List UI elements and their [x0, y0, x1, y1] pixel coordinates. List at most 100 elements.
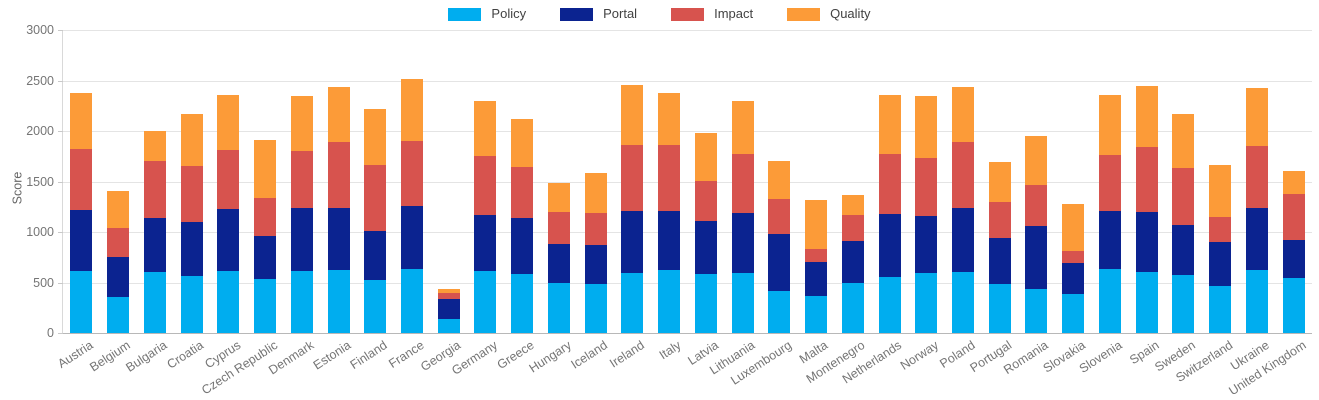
bar-iceland — [584, 172, 607, 333]
bar-segment-portal-italy — [658, 210, 681, 270]
bar-slot-ukraine: Ukraine — [1228, 30, 1276, 373]
bar-finland — [364, 109, 387, 333]
bar-slot-france: France — [386, 30, 431, 371]
legend-swatch-impact — [671, 7, 705, 21]
bar-segment-quality-lithuania — [731, 100, 754, 155]
bar-segment-impact-france — [400, 141, 423, 207]
bar-segment-impact-croatia — [180, 166, 203, 222]
bar-segment-quality-slovakia — [1062, 203, 1085, 252]
bar-segment-quality-luxembourg — [768, 160, 791, 200]
gridline-2000 — [63, 131, 1312, 132]
bar-croatia — [180, 113, 203, 333]
y-tick-mark-3000 — [58, 30, 63, 31]
bar-norway — [915, 95, 938, 333]
bar-segment-quality-estonia — [327, 86, 350, 143]
gridline-1000 — [63, 232, 1312, 233]
bar-segment-policy-latvia — [694, 273, 717, 333]
bars-row: Austria Belgium Bulgaria Croatia Cyprus Czech… — [56, 30, 1312, 398]
bar-segment-portal-finland — [364, 230, 387, 280]
bar-segment-impact-slovenia — [1098, 155, 1121, 211]
bar-segment-portal-croatia — [180, 221, 203, 277]
bar-segment-impact-latvia — [694, 180, 717, 222]
bar-segment-policy-finland — [364, 279, 387, 333]
bar-segment-quality-ukraine — [1245, 87, 1268, 147]
bar-slot-germany: Germany — [449, 30, 504, 378]
bar-segment-impact-ireland — [621, 144, 644, 211]
bar-segment-policy-greece — [511, 273, 534, 333]
bar-slot-poland: Poland — [937, 30, 982, 371]
bar-segment-quality-slovenia — [1098, 94, 1121, 156]
bar-segment-policy-bulgaria — [143, 271, 166, 333]
bar-segment-quality-czech-republic — [254, 140, 277, 198]
legend-item-quality[interactable]: Quality — [787, 6, 871, 22]
y-tick-mark-1000 — [58, 232, 63, 233]
bar-segment-policy-spain — [1135, 271, 1158, 333]
bar-segment-quality-norway — [915, 95, 938, 158]
bar-segment-policy-iceland — [584, 283, 607, 333]
bar-segment-impact-hungary — [547, 211, 570, 245]
gridline-1500 — [63, 181, 1312, 183]
bar-segment-impact-belgium — [107, 228, 130, 258]
bar-segment-impact-cyprus — [217, 150, 240, 209]
plot-area: Austria Belgium Bulgaria Croatia Cyprus Czech… — [26, 23, 1312, 398]
bar-united-kingdom — [1282, 171, 1305, 333]
bar-bulgaria — [143, 130, 166, 333]
bar-segment-policy-lithuania — [731, 273, 754, 333]
bar-slot-united-kingdom: United Kingdom — [1226, 30, 1312, 398]
bar-georgia — [437, 288, 460, 333]
legend-item-policy[interactable]: Policy — [448, 6, 526, 22]
bar-segment-portal-greece — [511, 217, 534, 274]
bar-segment-portal-latvia — [694, 221, 717, 274]
bar-segment-portal-romania — [1025, 226, 1048, 289]
bar-segment-impact-poland — [951, 142, 974, 209]
bar-segment-quality-germany — [474, 100, 497, 156]
x-axis-label-italy: Italy — [656, 338, 684, 363]
bar-segment-impact-romania — [1025, 185, 1048, 227]
bar-segment-portal-ireland — [621, 210, 644, 273]
bar-segment-quality-switzerland — [1209, 164, 1232, 218]
bar-segment-policy-sweden — [1172, 274, 1195, 333]
bar-segment-impact-iceland — [584, 212, 607, 246]
bar-segment-quality-denmark — [290, 95, 313, 152]
bar-segment-portal-slovakia — [1062, 262, 1085, 294]
chart-legend: Policy Portal Impact Quality — [0, 6, 1319, 22]
y-tick-mark-2000 — [58, 131, 63, 132]
bar-segment-policy-austria — [70, 271, 93, 333]
bar-segment-policy-montenegro — [841, 283, 864, 333]
bar-segment-portal-lithuania — [731, 213, 754, 274]
gridline-0 — [63, 333, 1312, 334]
bar-segment-portal-norway — [915, 216, 938, 274]
bar-slovenia — [1098, 94, 1121, 333]
bar-slot-bulgaria: Bulgaria — [123, 30, 173, 375]
bar-slot-ireland: Ireland — [607, 30, 651, 371]
bar-segment-portal-portugal — [988, 237, 1011, 285]
bar-italy — [658, 93, 681, 333]
bar-slot-netherlands: Netherlands — [840, 30, 908, 386]
bar-segment-impact-czech-republic — [254, 197, 277, 236]
y-tick-label-3000: 3000 — [26, 23, 54, 37]
bar-slot-finland: Finland — [348, 30, 394, 372]
bar-segment-policy-malta — [805, 296, 828, 333]
bar-segment-portal-sweden — [1172, 224, 1195, 275]
y-tick-label-500: 500 — [33, 275, 54, 290]
bar-segment-impact-luxembourg — [768, 199, 791, 235]
legend-item-portal[interactable]: Portal — [560, 6, 637, 22]
bar-segment-impact-spain — [1135, 146, 1158, 213]
bar-slot-iceland: Iceland — [569, 30, 614, 372]
bar-hungary — [547, 182, 570, 333]
bar-slovakia — [1062, 203, 1085, 333]
legend-item-impact[interactable]: Impact — [671, 6, 753, 22]
bar-segment-policy-poland — [951, 271, 974, 333]
bar-spain — [1135, 86, 1158, 333]
bar-segment-quality-latvia — [694, 132, 717, 181]
bar-slot-belgium: Belgium — [87, 30, 137, 374]
bar-segment-policy-belgium — [107, 297, 130, 333]
bar-segment-policy-czech-republic — [254, 278, 277, 333]
bar-segment-policy-germany — [474, 270, 497, 333]
legend-label-policy: Policy — [491, 6, 527, 21]
bar-segment-quality-france — [400, 78, 423, 142]
bar-slot-spain: Spain — [1127, 30, 1165, 367]
bar-segment-quality-montenegro — [841, 195, 864, 216]
bar-segment-portal-germany — [474, 215, 497, 271]
y-tick-label-2000: 2000 — [26, 124, 54, 138]
